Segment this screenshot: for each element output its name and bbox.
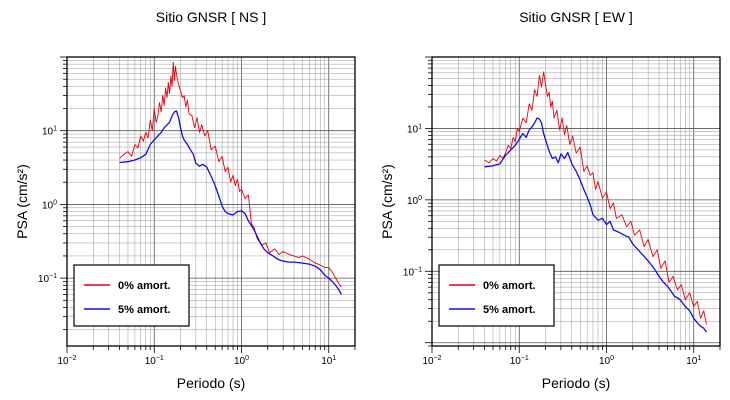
legend-box <box>438 264 555 327</box>
x-tick-label: 101 <box>686 355 701 367</box>
legend: 0% amort. 5% amort. <box>438 264 555 327</box>
series-line-amort-5 <box>484 117 708 333</box>
chart-title: Sitio GNSR [ EW ] <box>519 9 633 25</box>
x-tick-label: 100 <box>599 355 614 367</box>
x-tick-label: 10−1 <box>510 355 529 367</box>
y-tick-label: 10−1 <box>403 266 422 278</box>
chart-panel-ew: 10−2 10−1 100 101 10−1 100 101 Sitio GNSR [ EW … <box>379 9 721 391</box>
legend-box <box>73 264 190 327</box>
tick-marks <box>425 56 721 353</box>
y-axis-label: PSA (cm/s²) <box>379 164 395 239</box>
x-tick-label: 10−1 <box>145 355 164 367</box>
y-tick-label: 100 <box>42 199 57 211</box>
series-line-amort-0 <box>119 61 342 288</box>
x-tick-label: 10−2 <box>422 355 441 367</box>
y-tick-label: 101 <box>407 123 422 135</box>
legend-label: 0% amort. <box>483 280 536 292</box>
legend-label: 5% amort. <box>483 304 536 316</box>
series-line-amort-5 <box>119 110 343 295</box>
chart-title: Sitio GNSR [ NS ] <box>156 9 266 25</box>
legend: 0% amort. 5% amort. <box>73 264 190 327</box>
tick-marks <box>60 56 356 353</box>
y-tick-label: 100 <box>407 195 422 207</box>
legend-label: 5% amort. <box>118 304 171 316</box>
series-line-amort-0 <box>484 71 707 325</box>
y-tick-label: 10−1 <box>38 273 57 285</box>
legend-label: 0% amort. <box>118 280 171 292</box>
x-axis-label: Periodo (s) <box>542 375 610 391</box>
chart-panel-ns: 10−2 10−1 100 101 10−1 100 101 Sitio GNSR [ NS … <box>14 9 356 391</box>
x-axis-label: Periodo (s) <box>177 375 245 391</box>
plot-frame <box>66 56 356 347</box>
grid <box>66 56 356 346</box>
y-tick-label: 101 <box>42 126 57 138</box>
y-axis-label: PSA (cm/s²) <box>14 164 30 239</box>
plot-frame <box>431 56 721 347</box>
x-tick-label: 10−2 <box>57 355 76 367</box>
x-tick-label: 101 <box>321 355 336 367</box>
x-tick-label: 100 <box>234 355 249 367</box>
